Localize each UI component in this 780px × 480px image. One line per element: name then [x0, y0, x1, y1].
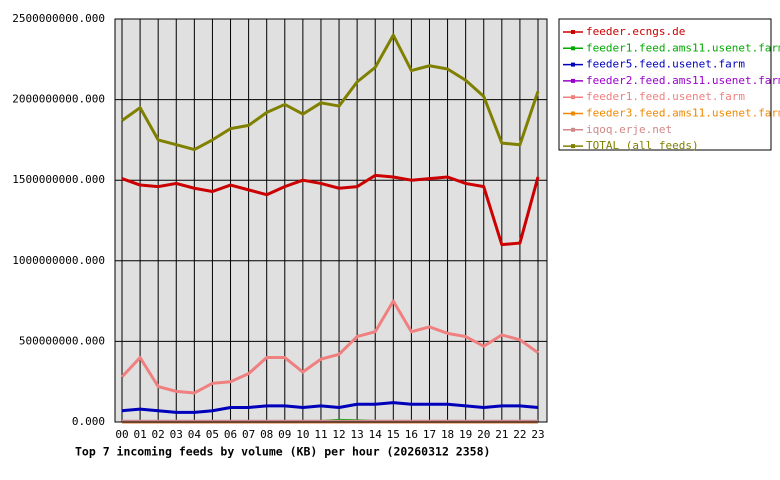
legend-box [558, 18, 772, 151]
x-tick-label: 20 [477, 428, 490, 441]
x-tick-label: 09 [278, 428, 291, 441]
legend-label: feeder2.feed.ams11.usenet.farm [586, 74, 780, 87]
x-tick-label: 11 [314, 428, 327, 441]
x-tick-label: 08 [260, 428, 273, 441]
x-tick-label: 19 [459, 428, 472, 441]
x-tick-label: 16 [405, 428, 418, 441]
legend-label: feeder5.feed.usenet.farm [586, 58, 745, 71]
legend-label: TOTAL (all feeds) [586, 139, 699, 152]
series-line [121, 33, 540, 152]
y-tick-label: 2000000000.000 [12, 93, 105, 106]
legend-marker [571, 127, 575, 132]
legend-marker [571, 95, 575, 100]
legend-marker [571, 62, 575, 67]
x-tick-label: 12 [332, 428, 345, 441]
series-line [120, 299, 539, 395]
legend-label: feeder1.feed.ams11.usenet.farm [586, 41, 780, 54]
x-tick-label: 22 [513, 428, 526, 441]
legend-label: iqoq.erje.net [586, 123, 672, 136]
legend-label: feeder1.feed.usenet.farm [586, 90, 745, 103]
chart-title: Top 7 incoming feeds by volume (KB) per … [75, 445, 490, 459]
x-tick-label: 06 [224, 428, 237, 441]
x-tick-label: 04 [188, 428, 202, 441]
x-tick-label: 13 [351, 428, 364, 441]
x-tick-label: 14 [369, 428, 383, 441]
x-tick-label: 15 [387, 428, 400, 441]
x-tick-label: 23 [531, 428, 544, 441]
series-line [121, 173, 540, 247]
x-tick-label: 10 [296, 428, 309, 441]
x-tick-label: 00 [115, 428, 128, 441]
plot-background [115, 19, 547, 422]
legend-marker [571, 78, 575, 83]
y-tick-label: 2500000000.000 [12, 12, 105, 25]
plot-frame [114, 18, 548, 423]
y-tick-label: 500000000.000 [19, 334, 105, 347]
series-line [121, 401, 539, 414]
legend-marker [571, 30, 575, 34]
x-tick-label: 03 [170, 428, 183, 441]
x-tick-label: 18 [441, 428, 454, 441]
y-tick-label: 0.000 [72, 415, 105, 428]
legend-marker [571, 111, 575, 116]
legend-label: feeder.ecngs.de [586, 25, 685, 38]
legend-label: feeder3.feed.ams11.usenet.farm [586, 107, 780, 120]
y-tick-label: 1000000000.000 [12, 254, 105, 267]
x-tick-label: 02 [152, 428, 165, 441]
legend-marker [571, 144, 575, 149]
x-tick-label: 01 [133, 428, 146, 441]
legend-marker [571, 46, 575, 51]
legend: feeder.ecngs.de feeder1.feed.ams11.usenet… [563, 25, 780, 152]
x-tick-label: 17 [423, 428, 436, 441]
x-tick-label: 07 [242, 428, 255, 441]
x-tick-label: 21 [495, 428, 508, 441]
y-tick-label: 1500000000.000 [12, 173, 105, 186]
x-tick-label: 05 [206, 428, 219, 441]
